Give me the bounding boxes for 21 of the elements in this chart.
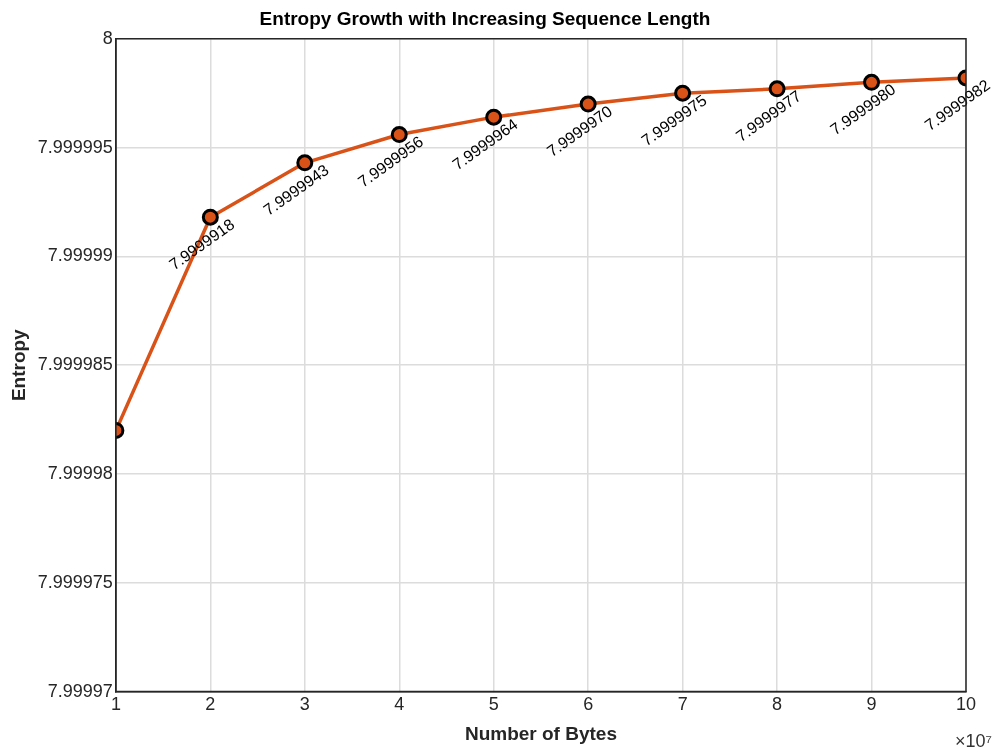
x-tick-label: 1 <box>110 694 121 715</box>
x-tick-label: 8 <box>772 694 783 715</box>
x-tick-label: 10 <box>955 694 977 715</box>
y-tick-label: 7.999985 <box>37 354 113 375</box>
text: ×10⁷ <box>954 731 992 752</box>
x-tick-label: 2 <box>205 694 216 715</box>
x-tick-label: 9 <box>866 694 877 715</box>
x-tick-label: 6 <box>583 694 594 715</box>
x-tick-label: 4 <box>394 694 405 715</box>
y-tick-label: 7.999975 <box>37 571 113 592</box>
x-tick-label: 3 <box>299 694 310 715</box>
y-tick-label: 7.99999 <box>47 245 113 266</box>
chart-title: Entropy Growth with Increasing Sequence Length <box>259 7 711 29</box>
y-tick-label: 7.99998 <box>47 462 113 483</box>
y-axis-title: Entropy <box>7 328 29 402</box>
x-axis-title: Number of Bytes <box>464 722 617 744</box>
x-tick-label: 5 <box>488 694 499 715</box>
y-tick-label: 8 <box>102 27 113 48</box>
y-tick-label: 7.99997 <box>47 680 113 701</box>
y-tick-label: 7.999995 <box>37 136 113 157</box>
x-tick-label: 7 <box>677 694 688 715</box>
